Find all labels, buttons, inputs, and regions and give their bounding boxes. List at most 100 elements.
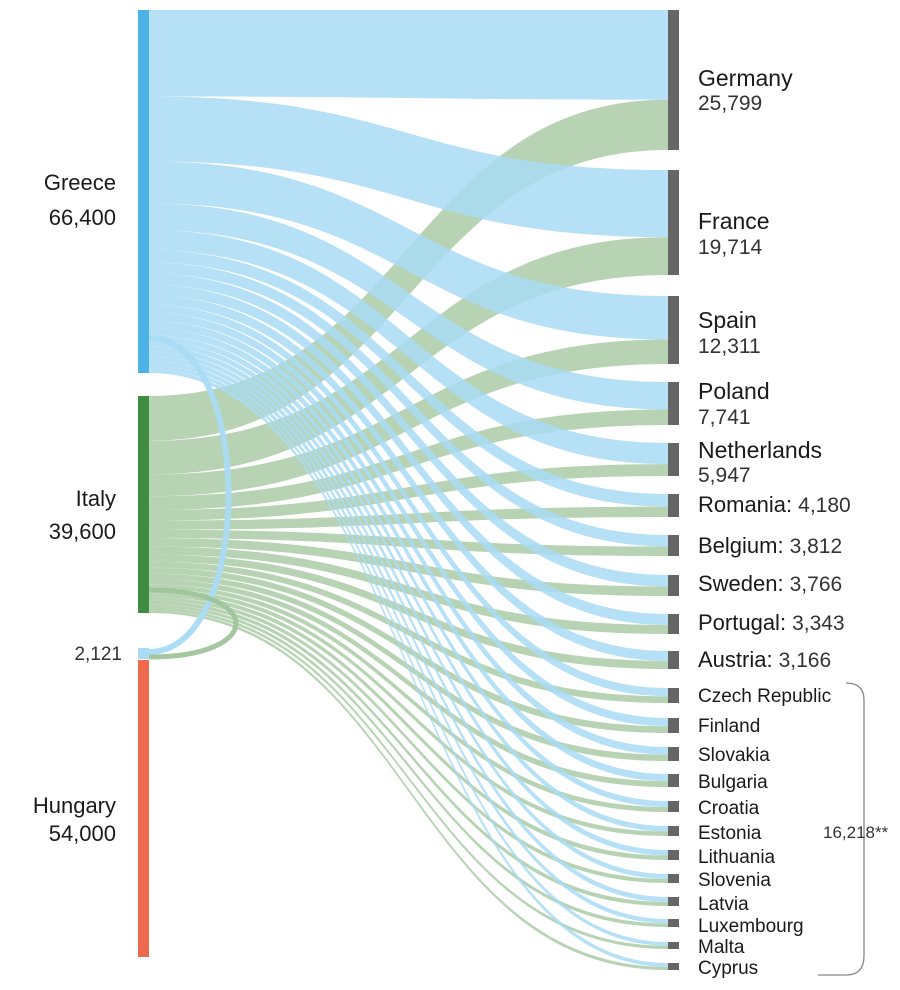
flow-greece-lithuania xyxy=(149,346,668,856)
target-label-row-romania: Romania: 4,180 xyxy=(698,492,851,517)
flow-greece-austria xyxy=(149,295,668,661)
target-value-spain: 12,311 xyxy=(698,335,761,358)
target-bar-netherlands xyxy=(668,443,679,476)
target-label-czech: Czech Republic xyxy=(698,686,831,707)
flow-greece-slovenia xyxy=(149,351,668,879)
target-value-france: 19,714 xyxy=(698,236,763,259)
target-value-portugal: 3,343 xyxy=(792,612,845,635)
target-label-belgium: Belgium: xyxy=(698,533,784,558)
flow-italy-czech xyxy=(149,561,668,703)
target-label-germany: Germany xyxy=(698,65,793,91)
flow-italy-lithuania xyxy=(149,592,668,860)
source-label-hungary: Hungary xyxy=(33,793,116,818)
flow-greece-transfer xyxy=(148,335,232,655)
target-bar-slovenia xyxy=(668,874,679,883)
target-bar-cyprus xyxy=(668,963,679,970)
target-bar-luxembourg xyxy=(668,919,679,927)
target-label-latvia: Latvia xyxy=(698,894,749,915)
flow-greece-bulgaria xyxy=(149,328,668,782)
flow-italy-slovenia xyxy=(149,596,668,883)
small-group-total: 16,218** xyxy=(823,823,889,842)
flow-greece-czech xyxy=(149,305,668,697)
source-bar-hungary xyxy=(138,660,149,957)
target-label-estonia: Estonia xyxy=(698,823,762,844)
target-label-romania: Romania: xyxy=(698,492,792,517)
target-bar-croatia xyxy=(668,801,679,812)
target-label-finland: Finland xyxy=(698,716,760,737)
flow-italy-cyprus xyxy=(149,610,668,970)
target-bar-latvia xyxy=(668,897,679,906)
target-value-austria: 3,166 xyxy=(779,649,832,672)
target-bar-sweden xyxy=(668,575,679,596)
target-bar-slovakia xyxy=(668,747,679,761)
flow-italy-transfer xyxy=(148,587,239,660)
target-bar-lithuania xyxy=(668,850,679,860)
target-value-belgium: 3,812 xyxy=(790,535,843,558)
flow-italy-portugal xyxy=(149,546,668,634)
target-label-lithuania: Lithuania xyxy=(698,847,776,868)
target-label-france: France xyxy=(698,208,770,234)
target-value-germany: 25,799 xyxy=(698,92,762,115)
source-value-hungary: 54,000 xyxy=(49,821,116,846)
target-bar-romania xyxy=(668,494,679,517)
transfer-bar xyxy=(138,648,149,659)
target-value-poland: 7,741 xyxy=(698,406,751,429)
flow-italy-estonia xyxy=(149,588,668,836)
target-bar-bulgaria xyxy=(668,774,679,787)
flow-greece-cyprus xyxy=(149,369,668,967)
target-bar-germany xyxy=(668,10,679,150)
flow-greece-malta xyxy=(149,365,668,946)
source-bar-greece xyxy=(138,10,149,373)
target-label-poland: Poland xyxy=(698,378,770,404)
target-label-row-portugal: Portugal: 3,343 xyxy=(698,610,845,635)
target-bar-poland xyxy=(668,382,679,425)
flow-greece-luxembourg xyxy=(149,361,668,924)
target-bar-spain xyxy=(668,296,679,364)
target-bar-estonia xyxy=(668,826,679,836)
nodes xyxy=(138,10,679,970)
target-label-spain: Spain xyxy=(698,307,757,333)
target-bar-belgium xyxy=(668,535,679,556)
flow-italy-bulgaria xyxy=(149,579,668,787)
target-value-netherlands: 5,947 xyxy=(698,464,751,487)
target-label-slovenia: Slovenia xyxy=(698,870,771,891)
flow-italy-finland xyxy=(149,567,668,733)
target-label-austria: Austria: xyxy=(698,647,773,672)
target-label-bulgaria: Bulgaria xyxy=(698,772,768,793)
target-label-row-belgium: Belgium: 3,812 xyxy=(698,533,842,558)
target-bar-malta xyxy=(668,942,679,949)
flow-italy-austria xyxy=(149,554,668,669)
target-label-croatia: Croatia xyxy=(698,798,760,819)
flow-italy-malta xyxy=(149,607,668,949)
flow-greece-germany xyxy=(149,10,668,100)
labels: Greece 66,400 Italy 39,600 Hungary 54,000 2,12… xyxy=(33,65,889,979)
flow-greece-netherlands xyxy=(149,229,668,465)
target-label-sweden: Sweden: xyxy=(698,571,784,596)
flow-greece-belgium xyxy=(149,262,668,547)
flow-greece-sweden xyxy=(149,273,668,587)
flow-greece-estonia xyxy=(149,341,668,832)
flow-italy-luxembourg xyxy=(149,604,668,927)
flow-greece-romania xyxy=(149,250,668,507)
target-label-slovakia: Slovakia xyxy=(698,745,770,766)
source-bar-italy xyxy=(138,396,149,613)
target-value-sweden: 3,766 xyxy=(790,573,843,596)
target-label-netherlands: Netherlands xyxy=(698,437,822,463)
target-label-row-sweden: Sweden: 3,766 xyxy=(698,571,842,596)
target-label-cyprus: Cyprus xyxy=(698,958,758,979)
flow-italy-spain xyxy=(149,339,668,497)
source-label-italy: Italy xyxy=(76,486,116,511)
target-bar-france xyxy=(668,170,679,275)
target-bar-portugal xyxy=(668,614,679,634)
target-label-malta: Malta xyxy=(698,937,745,958)
flows xyxy=(148,10,668,970)
flow-greece-croatia xyxy=(149,335,668,808)
flow-greece-portugal xyxy=(149,284,668,625)
target-label-luxembourg: Luxembourg xyxy=(698,916,804,937)
flow-italy-croatia xyxy=(149,584,668,812)
target-bar-czech xyxy=(668,688,679,703)
target-label-row-austria: Austria: 3,166 xyxy=(698,647,831,672)
source-label-greece: Greece xyxy=(44,170,116,195)
